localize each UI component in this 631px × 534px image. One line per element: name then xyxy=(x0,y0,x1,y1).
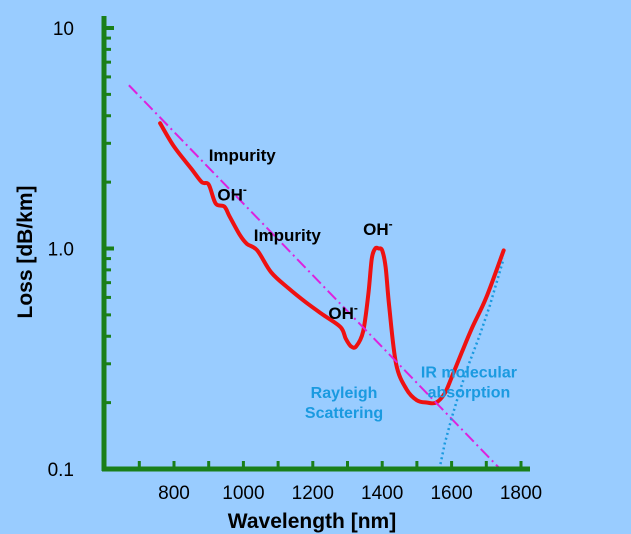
x-tick-label: 1000 xyxy=(222,483,264,504)
y-tick-label: 0.1 xyxy=(48,460,74,481)
annotation-label: Rayleigh Scattering xyxy=(305,385,383,422)
x-tick-label: 1600 xyxy=(430,483,472,504)
annotation-label: Impurity xyxy=(254,226,322,245)
rayleigh-scattering-line xyxy=(128,84,501,470)
y-tick-label: 10 xyxy=(53,19,74,40)
annotation-label: OH- xyxy=(328,301,358,323)
annotation-label: Impurity xyxy=(209,146,277,165)
annotation-label: OH- xyxy=(217,183,247,205)
x-tick-label: 800 xyxy=(158,483,190,504)
annotation-label: IR molecular absorption xyxy=(421,364,517,401)
x-axis-title: Wavelength [nm] xyxy=(228,510,396,533)
x-tick-label: 1200 xyxy=(292,483,334,504)
y-axis-title: Loss [dB/km] xyxy=(14,185,37,318)
loss-curve-line xyxy=(158,121,506,406)
annotation-label: OH- xyxy=(363,217,393,239)
y-tick-label: 1.0 xyxy=(48,240,74,261)
x-tick-label: 1800 xyxy=(500,483,542,504)
x-tick-label: 1400 xyxy=(361,483,403,504)
ir-absorption-line xyxy=(438,258,505,470)
